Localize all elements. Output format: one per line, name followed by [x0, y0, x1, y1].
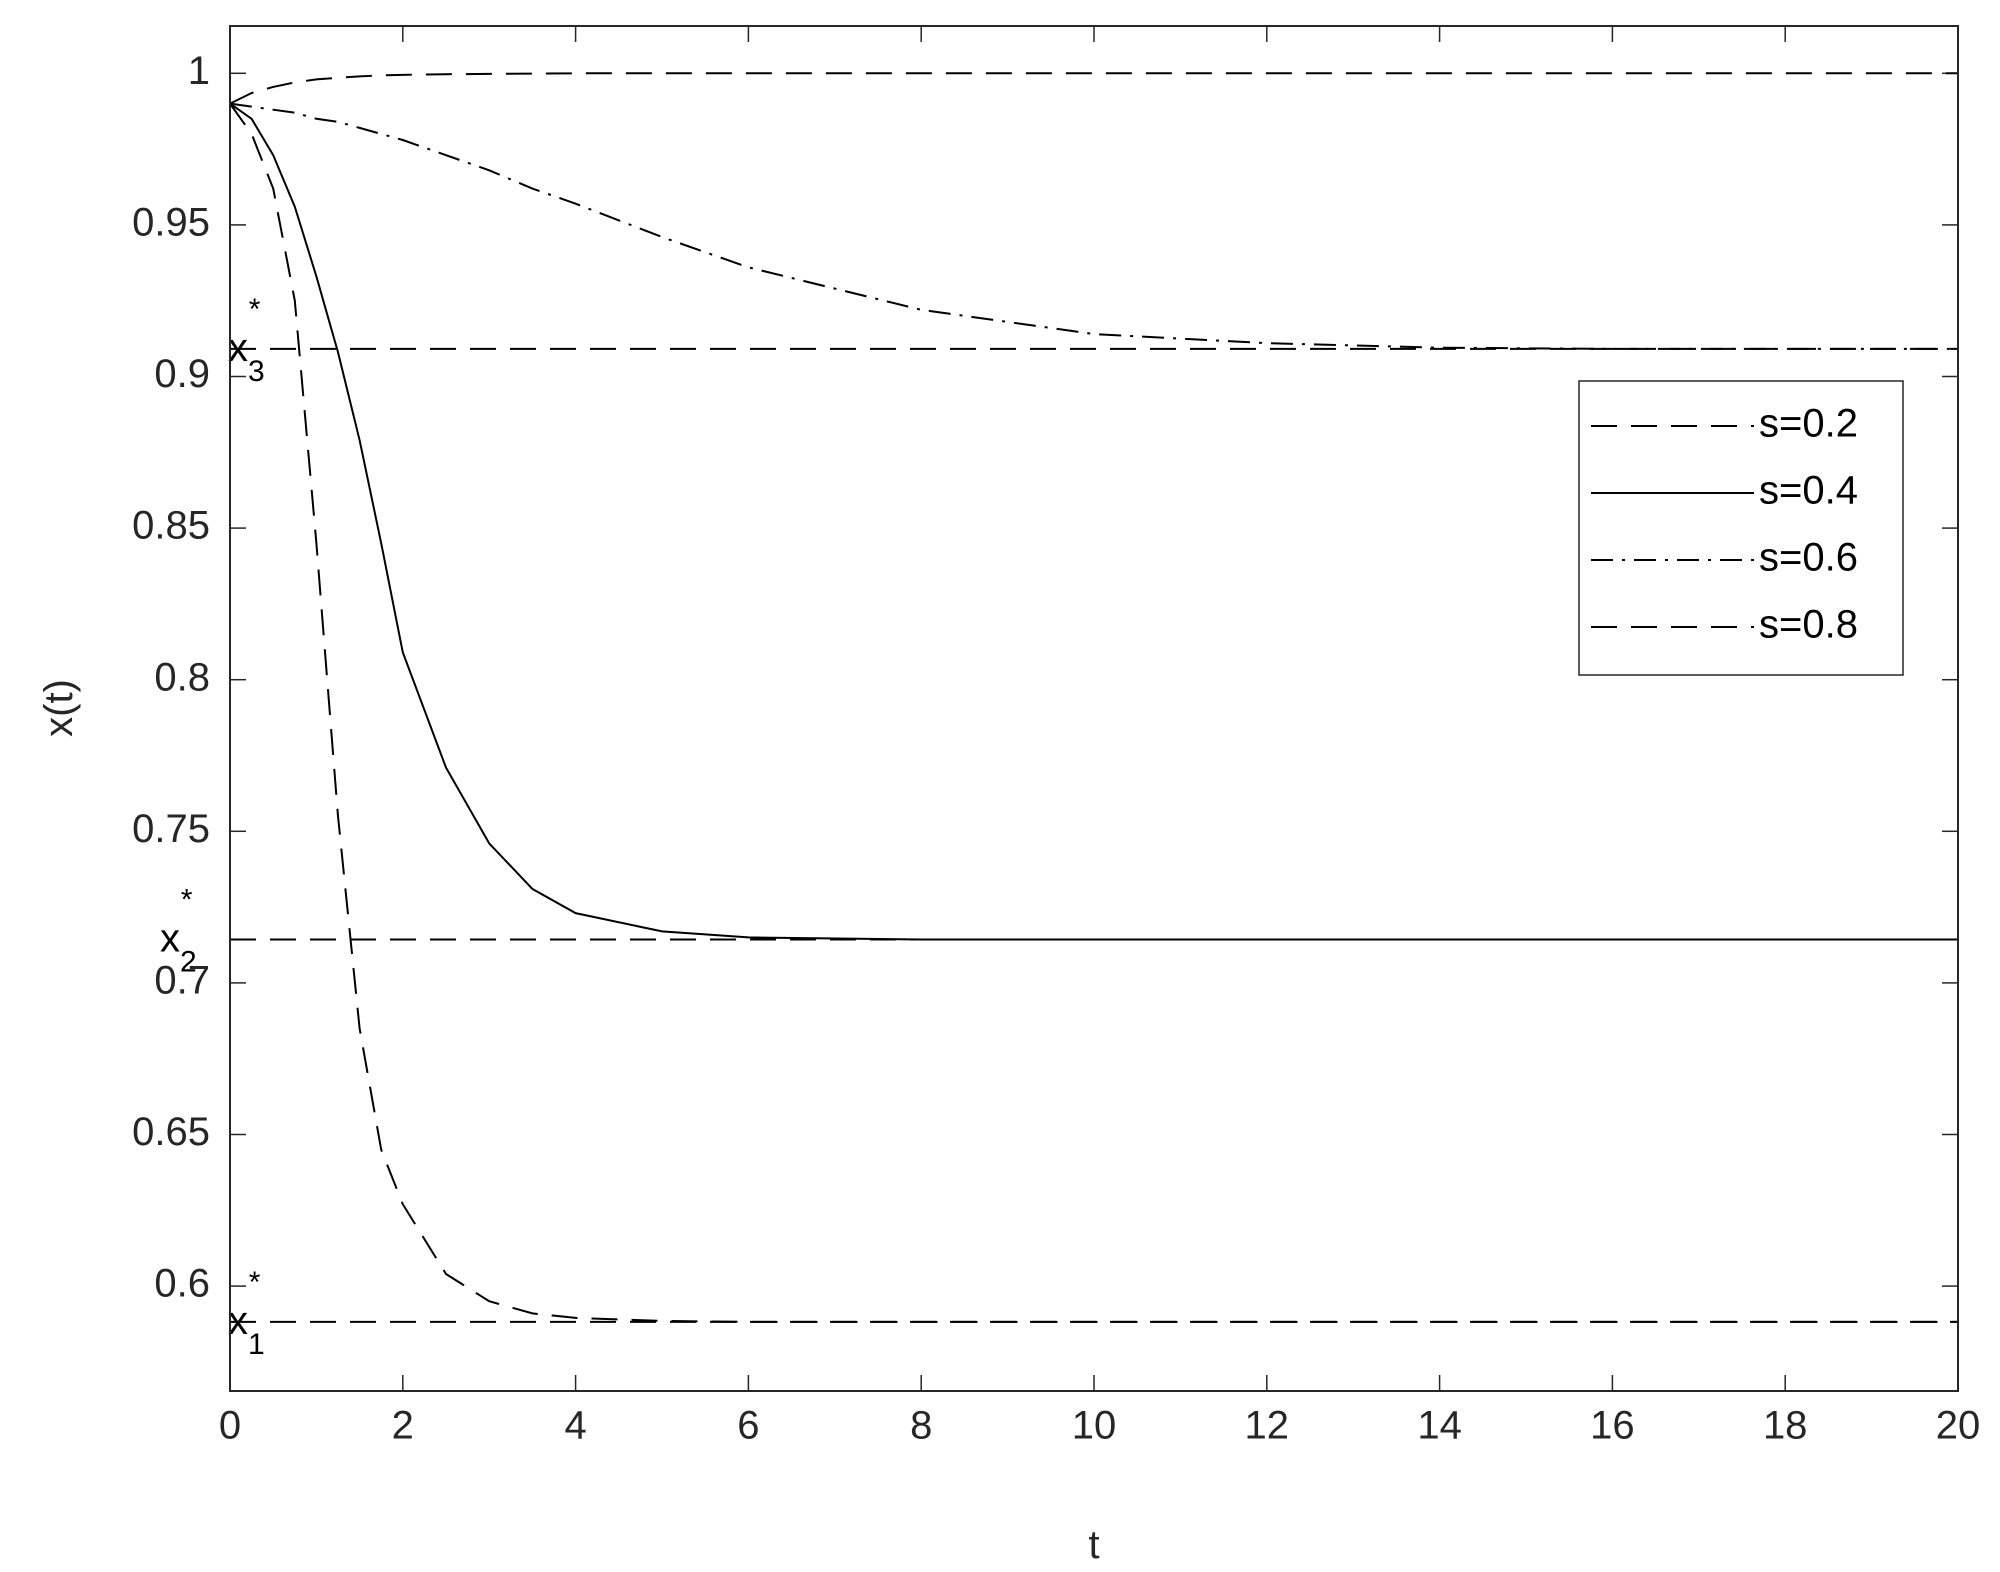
reference-label-base: x	[228, 326, 248, 370]
reference-label-sup: *	[249, 293, 261, 326]
series-line	[229, 103, 1958, 1323]
reference-label-sub: 3	[248, 355, 265, 388]
reference-label: x2 *	[160, 884, 197, 979]
legend-label: s=0.8	[1759, 603, 1858, 647]
reference-label-base: x	[160, 917, 180, 961]
reference-label-sup: *	[181, 884, 193, 917]
x-axis-label: t	[1088, 1523, 1099, 1567]
plot-frame	[229, 25, 1959, 1392]
legend-label: s=0.2	[1759, 402, 1858, 446]
reference-label-sub: 2	[180, 946, 197, 979]
y-tick-label: 0.7	[154, 958, 210, 1002]
reference-label: x3 *	[228, 293, 265, 388]
x-tick-label: 10	[1072, 1404, 1117, 1448]
plot-background	[230, 26, 1958, 1391]
x-tick-label: 0	[219, 1404, 241, 1448]
x-tick-label: 16	[1590, 1404, 1635, 1448]
x-tick-label: 14	[1417, 1404, 1462, 1448]
series-line	[229, 102, 1958, 350]
series-line	[229, 102, 1958, 941]
reference-label-base: x	[228, 1299, 248, 1343]
x-tick-label: 8	[910, 1404, 932, 1448]
y-tick-label: 0.95	[132, 200, 210, 244]
x-tick-label: 20	[1936, 1404, 1981, 1448]
x-tick-label: 6	[737, 1404, 759, 1448]
x-tick-label: 4	[564, 1404, 586, 1448]
y-tick-label: 0.9	[154, 352, 210, 396]
y-tick-label: 0.75	[132, 807, 210, 851]
x-tick-label: 18	[1763, 1404, 1808, 1448]
y-tick-label: 1	[188, 49, 210, 93]
x-tick-label: 2	[392, 1404, 414, 1448]
reference-label: x1 *	[228, 1266, 265, 1361]
y-tick-label: 0.8	[154, 655, 210, 699]
y-tick-label: 0.65	[132, 1110, 210, 1154]
legend-label: s=0.4	[1759, 469, 1858, 513]
legend-label: s=0.6	[1759, 536, 1858, 580]
y-tick-label: 0.6	[154, 1262, 210, 1306]
y-tick-label: 0.85	[132, 504, 210, 548]
reference-label-sup: *	[249, 1266, 261, 1299]
x-tick-label: 12	[1245, 1404, 1290, 1448]
series-line	[229, 72, 1958, 105]
y-axis-label: x(t)	[37, 679, 81, 737]
reference-label-sub: 1	[248, 1328, 265, 1361]
